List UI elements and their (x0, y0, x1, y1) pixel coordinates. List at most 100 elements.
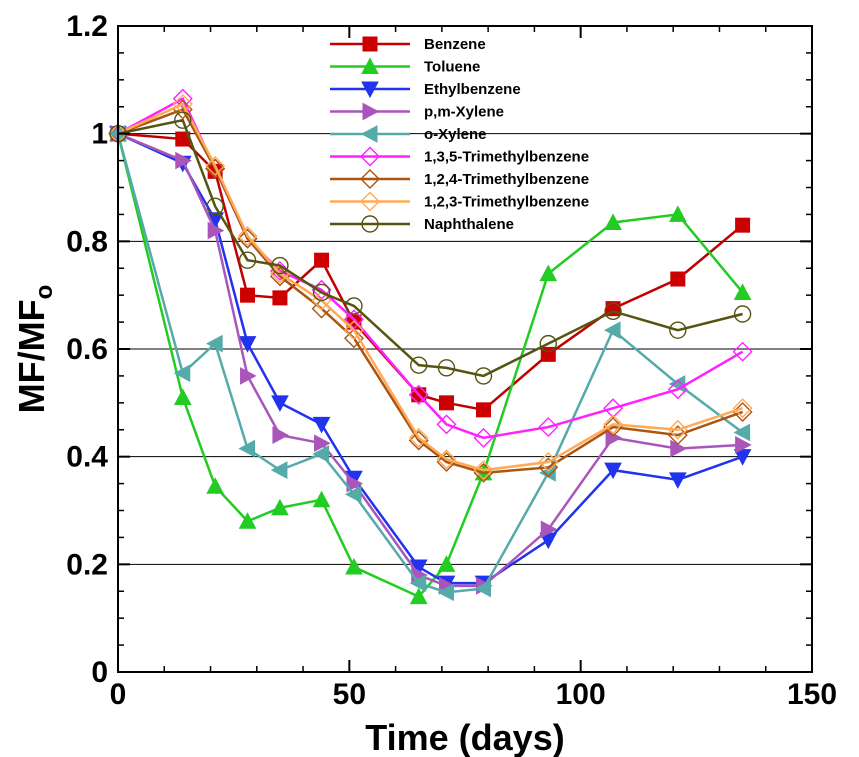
square-marker (735, 217, 751, 233)
x-tick-label: 50 (333, 678, 366, 711)
circle-marker (345, 297, 363, 315)
triangle-right-marker (362, 102, 380, 121)
x-axis-title: Time (days) (365, 717, 564, 757)
diamond-marker (538, 452, 559, 473)
triangle-up-marker (206, 477, 224, 494)
diamond-marker (360, 169, 380, 189)
diamond-marker (436, 414, 457, 435)
square-marker (272, 290, 288, 306)
square-marker (362, 36, 378, 52)
circle-marker (174, 111, 192, 129)
triangle-left-marker (344, 485, 362, 504)
triangle-up-marker (345, 557, 363, 575)
diamond-marker (603, 414, 624, 435)
diamond-marker (538, 417, 559, 438)
diamond-marker (237, 228, 258, 249)
series-line (117, 102, 743, 472)
series-line (116, 133, 744, 594)
diamond-marker (172, 88, 193, 109)
circle-marker (474, 367, 493, 385)
legend-label: o-Xylene (424, 126, 487, 143)
x-tick-label: 150 (787, 678, 837, 711)
legend-label: Naphthalene (424, 216, 514, 233)
legend-item: 1,2,3-Trimethylbenzene (330, 191, 589, 212)
circle-marker (361, 215, 379, 233)
series-line (117, 118, 743, 378)
legend-label: 1,2,3-Trimethylbenzene (424, 194, 589, 211)
diamond-marker (436, 449, 457, 470)
diamond-marker (667, 379, 688, 400)
legend-item: Toluene (330, 57, 480, 76)
diamond-marker (408, 430, 429, 451)
square-marker (240, 287, 256, 303)
diamond-marker (343, 320, 364, 341)
triangle-left-marker (312, 445, 330, 463)
legend-label: Toluene (424, 59, 480, 76)
circle-marker (271, 256, 289, 275)
triangle-left-marker (474, 579, 492, 598)
triangle-down-marker (238, 336, 257, 353)
series-line (117, 132, 743, 588)
diamond-marker (473, 460, 494, 481)
series-naphthalene (109, 111, 752, 385)
diamond-marker (343, 328, 364, 349)
triangle-up-marker (437, 555, 456, 572)
series-1-3-5-trimethylbenzene (108, 88, 753, 448)
diamond-marker (436, 452, 457, 473)
diamond-marker (172, 94, 193, 115)
diamond-marker (237, 225, 258, 246)
diamond-marker (360, 146, 380, 167)
triangle-left-marker (409, 574, 427, 593)
legend-item: o-Xylene (330, 125, 487, 143)
y-tick-label: 1.2 (66, 10, 108, 43)
triangle-right-marker (240, 367, 257, 385)
diamond-marker (360, 191, 380, 212)
triangle-right-marker (540, 520, 558, 539)
triangle-up-marker (271, 498, 289, 516)
x-tick-label: 100 (556, 678, 606, 711)
series-1-2-3-trimethylbenzene (108, 94, 753, 481)
series-ethylbenzene (109, 126, 752, 593)
axes: 0 50 100 150 0 0.2 0.4 0.6 0.8 1 1.2 (66, 10, 837, 711)
triangle-right-marker (735, 435, 752, 454)
circle-marker (604, 302, 622, 321)
triangle-up-marker (733, 283, 752, 300)
triangle-down-marker (733, 449, 752, 466)
triangle-down-marker (604, 462, 622, 480)
triangle-down-marker (312, 416, 331, 434)
circle-marker (312, 283, 331, 302)
series-line (117, 132, 744, 585)
circle-marker (410, 356, 428, 374)
legend-label: 1,2,4-Trimethylbenzene (424, 171, 589, 188)
circle-marker (733, 305, 752, 323)
diamond-marker (732, 341, 753, 362)
square-marker (438, 395, 454, 411)
legend-item: 1,3,5-Trimethylbenzene (330, 146, 589, 167)
triangle-up-marker (173, 388, 192, 405)
square-marker (314, 252, 330, 268)
legend-label: Ethylbenzene (424, 81, 521, 98)
triangle-up-marker (312, 490, 331, 508)
diamond-marker (408, 384, 429, 405)
diamond-marker (667, 419, 688, 440)
triangle-left-marker (603, 321, 621, 339)
circle-marker (539, 334, 557, 353)
triangle-up-marker (238, 512, 257, 529)
triangle-left-marker (206, 334, 223, 353)
legend-item: Naphthalene (330, 215, 514, 233)
legend-item: Ethylbenzene (330, 81, 521, 99)
triangle-left-marker (437, 583, 454, 602)
triangle-left-marker (733, 423, 751, 442)
triangle-left-marker (238, 439, 256, 458)
triangle-down-marker (361, 81, 379, 99)
x-tick-label: 0 (110, 678, 127, 711)
legend-item: 1,2,4-Trimethylbenzene (330, 169, 589, 189)
legend-label: 1,3,5-Trimethylbenzene (424, 149, 589, 166)
legend-label: Benzene (424, 36, 486, 53)
triangle-right-marker (346, 474, 364, 493)
legend-item: Benzene (330, 36, 486, 53)
diamond-marker (205, 155, 226, 176)
legend-label: p,m-Xylene (424, 104, 504, 121)
triangle-right-marker (272, 426, 289, 444)
